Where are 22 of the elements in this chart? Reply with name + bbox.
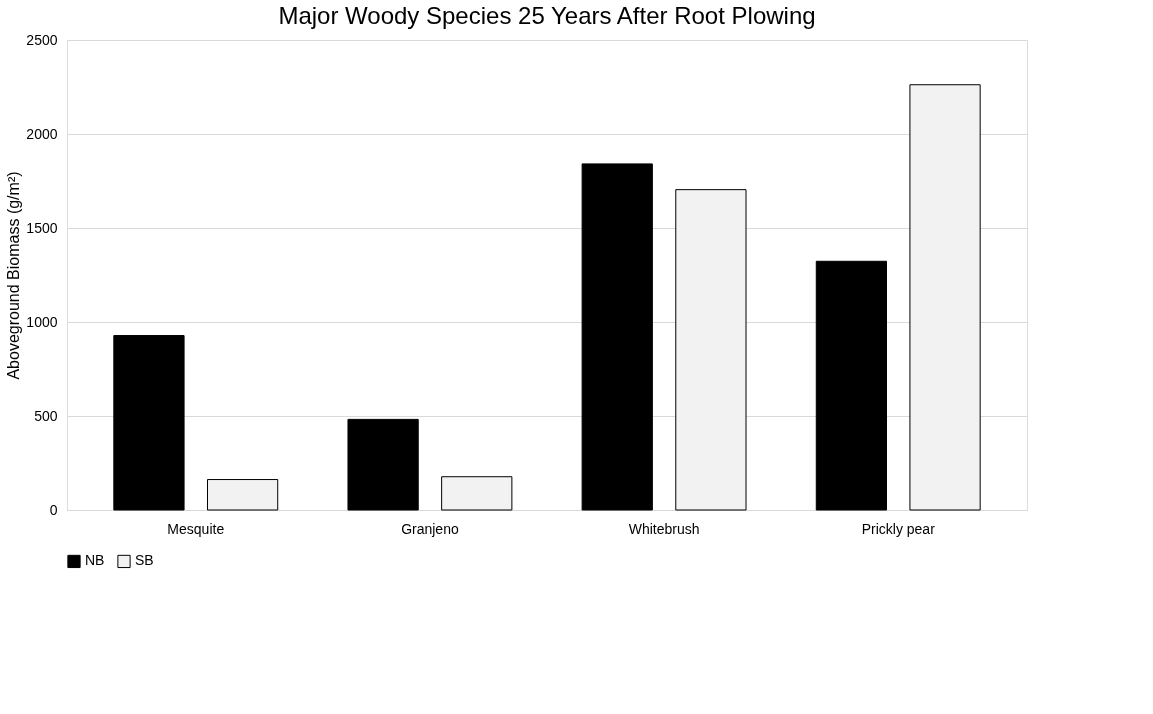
bar <box>441 476 513 511</box>
legend-label: SB <box>135 552 154 569</box>
chart-title: Major Woody Species 25 Years After Root Plowing <box>278 2 816 29</box>
bar <box>581 163 653 511</box>
y-tick-label: 1000 <box>26 313 58 330</box>
x-tick-label: Granjeno <box>401 520 459 537</box>
x-tick-label: Mesquite <box>167 520 225 537</box>
bar <box>815 260 888 511</box>
bar <box>675 189 747 511</box>
x-tick-label: Whitebrush <box>628 520 700 537</box>
bar <box>347 418 419 511</box>
y-axis-title: Aboveground Biomass (g/m²) <box>5 171 23 380</box>
y-tick-label: 2500 <box>26 31 58 48</box>
y-tick-label: 500 <box>34 407 58 424</box>
bar <box>113 335 185 511</box>
bar <box>909 84 981 511</box>
bar <box>206 479 279 511</box>
legend-label: NB <box>85 552 105 569</box>
y-tick-label: 1500 <box>26 219 58 236</box>
y-tick-label: 2000 <box>26 125 58 142</box>
y-tick-label: 0 <box>49 501 58 518</box>
x-tick-label: Prickly pear <box>861 520 936 537</box>
